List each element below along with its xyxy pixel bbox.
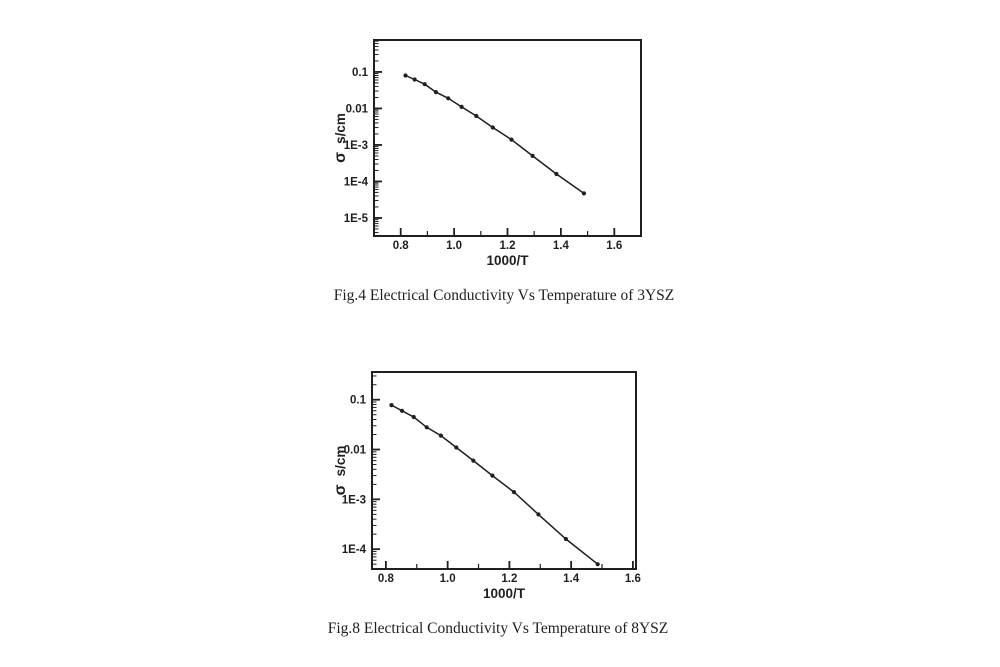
data-point-marker bbox=[403, 73, 408, 78]
y-tick-label: 0.1 bbox=[352, 67, 369, 79]
x-tick-label: 0.8 bbox=[378, 573, 395, 585]
y-axis-title: σs/cm bbox=[332, 446, 349, 496]
data-point-marker bbox=[530, 153, 535, 158]
data-series bbox=[389, 403, 600, 567]
x-tick-label: 1.4 bbox=[563, 573, 580, 585]
x-tick-label: 1.0 bbox=[440, 573, 456, 585]
y-tick-label: 0.01 bbox=[346, 103, 369, 115]
data-point-marker bbox=[490, 125, 495, 130]
y-tick-label: 0.01 bbox=[344, 445, 367, 457]
figure-caption-fig8: Fig.8 Electrical Conductivity Vs Tempera… bbox=[327, 620, 669, 637]
figure-caption-fig4: Fig.4 Electrical Conductivity Vs Tempera… bbox=[333, 287, 675, 304]
data-point-marker bbox=[509, 137, 514, 142]
data-point-marker bbox=[412, 77, 417, 82]
plot-frame bbox=[373, 39, 642, 237]
data-point-marker bbox=[581, 191, 586, 196]
data-point-marker bbox=[563, 536, 568, 542]
x-axis-title: 1000/T bbox=[486, 253, 529, 268]
data-point-marker bbox=[424, 425, 429, 430]
conductivity-chart-3ysz: 0.8 1.0 1.2 1.4 1.6 0.1 0.01 1E-3 1E-4 1E-5 1000/T… bbox=[332, 39, 642, 268]
data-point-marker bbox=[471, 458, 476, 463]
plot-frame bbox=[371, 371, 637, 570]
data-point-marker bbox=[446, 96, 451, 101]
x-tick-label: 1.6 bbox=[606, 240, 622, 252]
data-point-marker bbox=[433, 90, 438, 95]
series-line bbox=[391, 404, 599, 565]
x-axis: 0.8 1.0 1.2 1.4 1.6 bbox=[378, 561, 641, 585]
data-point-marker bbox=[554, 171, 559, 177]
data-point-marker bbox=[422, 82, 427, 87]
data-point-marker bbox=[474, 113, 479, 119]
x-axis-title: 1000/T bbox=[483, 586, 526, 601]
conductivity-chart-8ysz: 0.8 1.0 1.2 1.4 1.6 0.1 0.01 1E-3 1E-4 1000/T σs/c… bbox=[332, 371, 641, 601]
data-point-marker bbox=[490, 473, 495, 478]
data-point-marker bbox=[454, 445, 459, 450]
data-point-marker bbox=[389, 403, 394, 408]
x-tick-label: 1.4 bbox=[553, 240, 570, 252]
data-point-marker bbox=[459, 104, 464, 109]
x-tick-label: 1.0 bbox=[446, 240, 462, 252]
data-point-marker bbox=[595, 562, 600, 567]
data-point-marker bbox=[399, 408, 405, 413]
x-axis: 0.8 1.0 1.2 1.4 1.6 bbox=[393, 228, 622, 252]
y-axis: 0.1 0.01 1E-3 1E-4 bbox=[342, 375, 380, 565]
data-point-marker bbox=[411, 414, 416, 420]
y-tick-label: 1E-3 bbox=[342, 494, 366, 506]
data-point-marker bbox=[511, 490, 517, 495]
y-axis-title: σs/cm bbox=[332, 113, 349, 163]
x-tick-label: 1.2 bbox=[500, 240, 516, 252]
y-tick-label: 1E-5 bbox=[344, 213, 369, 225]
x-tick-label: 0.8 bbox=[393, 240, 410, 252]
data-point-marker bbox=[536, 512, 541, 517]
y-tick-label: 0.1 bbox=[350, 395, 367, 407]
data-series bbox=[403, 73, 586, 196]
x-tick-label: 1.2 bbox=[501, 573, 517, 585]
y-tick-label: 1E-4 bbox=[344, 176, 369, 188]
data-point-marker bbox=[438, 433, 443, 438]
y-tick-label: 1E-4 bbox=[342, 544, 367, 556]
x-tick-label: 1.6 bbox=[625, 573, 641, 585]
y-tick-label: 1E-3 bbox=[344, 140, 368, 152]
y-axis: 0.1 0.01 1E-3 1E-4 1E-5 bbox=[344, 40, 382, 233]
